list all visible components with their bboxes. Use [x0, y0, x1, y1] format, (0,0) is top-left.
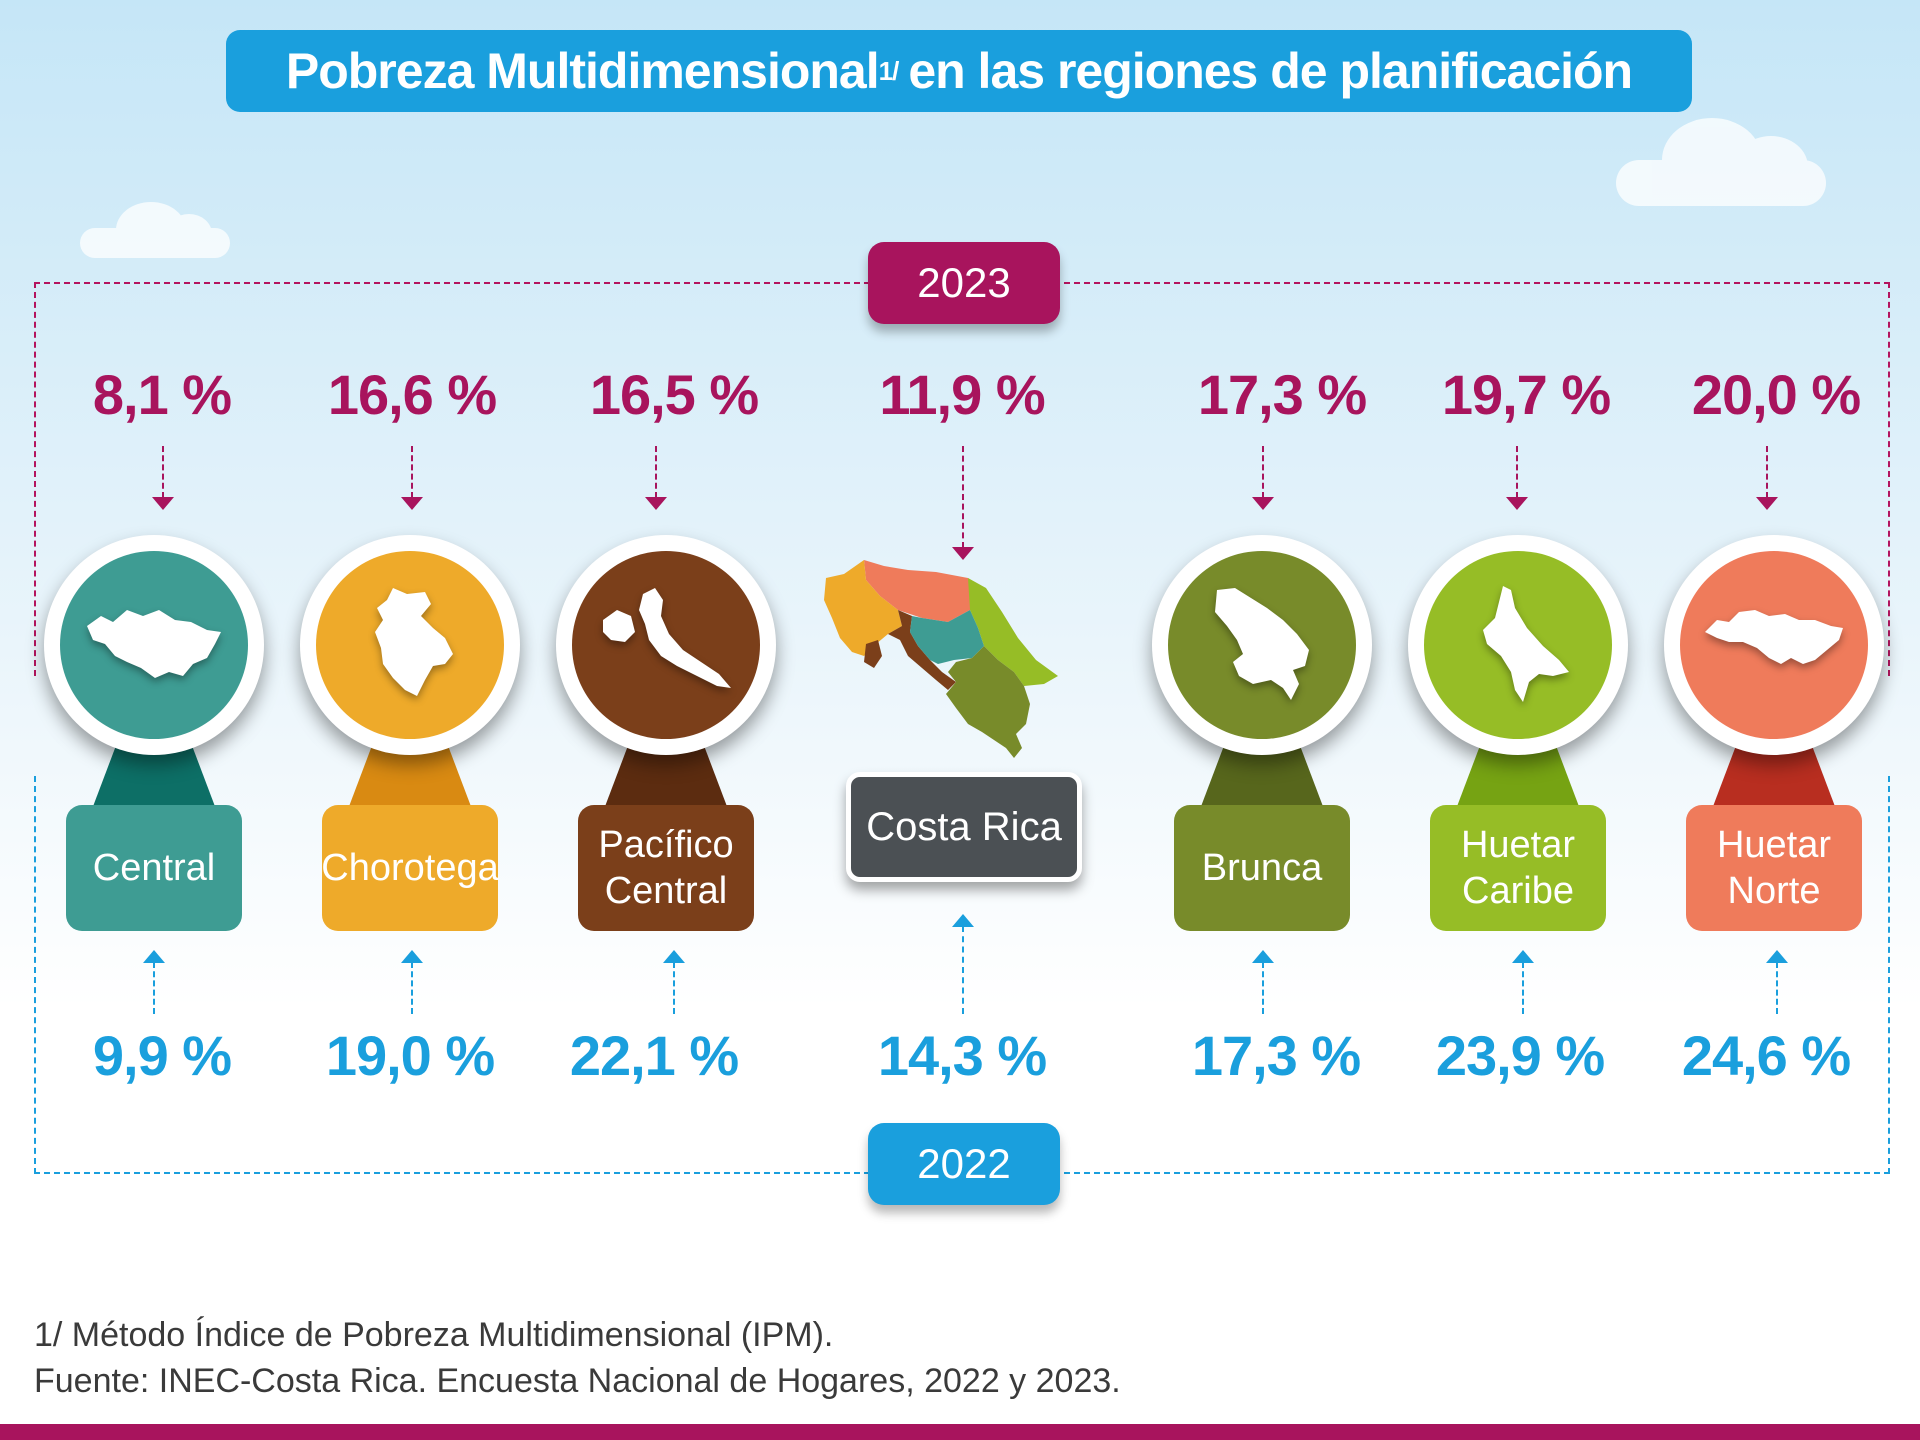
costa-rica-map-icon	[824, 560, 1058, 758]
region-huetar-norte: Huetar Norte	[1664, 535, 1884, 935]
region-circle	[1680, 551, 1868, 739]
region-label: Pacífico Central	[578, 805, 754, 931]
arrow-up-icon	[663, 950, 685, 1014]
region-huetar-caribe: Huetar Caribe	[1408, 535, 1628, 935]
region-badge	[1664, 535, 1884, 755]
arrow-down-icon	[1506, 446, 1528, 510]
arrow-down-icon	[1756, 446, 1778, 510]
huetar-caribe-region-map-icon	[1483, 586, 1569, 702]
arrow-down-icon	[645, 446, 667, 510]
region-label-line2: Norte	[1727, 870, 1821, 912]
region-badge	[1408, 535, 1628, 755]
central-region-map-icon	[87, 610, 221, 678]
page-title: Pobreza Multidimensional 1/en las regione…	[226, 30, 1692, 112]
arrow-down-icon	[152, 446, 174, 510]
region-label-text: Pacífico Central	[598, 822, 733, 914]
cloud-decoration	[80, 202, 230, 258]
value-2023-costa-rica: 11,9 %	[879, 363, 1045, 426]
region-label-text: Huetar Caribe	[1461, 822, 1575, 914]
region-circle	[572, 551, 760, 739]
title-rest: en las regiones de planificación	[908, 43, 1633, 99]
arrow-up-icon	[952, 914, 974, 1014]
region-label-text: Brunca	[1201, 847, 1323, 889]
region-chorotega: Chorotega	[300, 535, 520, 935]
costa-rica-label: Costa Rica	[846, 772, 1082, 882]
region-circle	[1168, 551, 1356, 739]
footnote-method: 1/ Método Índice de Pobreza Multidimensi…	[34, 1316, 834, 1354]
arrow-up-icon	[1766, 950, 1788, 1014]
region-label: Central	[66, 805, 242, 931]
value-2023-brunca: 17,3 %	[1197, 363, 1367, 426]
value-2022-brunca: 17,3 %	[1191, 1024, 1361, 1087]
arrow-up-icon	[1252, 950, 1274, 1014]
value-2023-central: 8,1 %	[92, 363, 232, 426]
region-brunca: Brunca	[1152, 535, 1372, 935]
chorotega-region-map-icon	[375, 588, 453, 696]
arrow-up-icon	[143, 950, 165, 1014]
region-pacifico-central: Pacífico Central	[556, 535, 776, 935]
region-circle	[316, 551, 504, 739]
region-label-line2: Caribe	[1462, 870, 1574, 912]
value-2022-pacifico-central: 22,1 %	[569, 1024, 739, 1087]
value-2022-huetar-norte: 24,6 %	[1681, 1024, 1851, 1087]
region-badge	[556, 535, 776, 755]
value-2022-central: 9,9 %	[92, 1024, 232, 1087]
region-label: Chorotega	[321, 805, 499, 931]
value-2023-pacifico-central: 16,5 %	[589, 363, 759, 426]
region-circle	[60, 551, 248, 739]
value-2023-huetar-norte: 20,0 %	[1691, 363, 1861, 426]
title-main: Pobreza Multidimensional	[285, 43, 880, 99]
region-label-line1: Huetar	[1460, 824, 1576, 866]
value-2023-chorotega: 16,6 %	[327, 363, 497, 426]
region-label-line1: Huetar	[1716, 824, 1832, 866]
region-label: Brunca	[1174, 805, 1350, 931]
region-label-line1: Pacífico	[598, 824, 734, 866]
footnote-source: Fuente: INEC-Costa Rica. Encuesta Nacion…	[34, 1362, 1121, 1400]
region-label: Huetar Caribe	[1430, 805, 1606, 931]
year-badge-2022: 2022	[868, 1123, 1060, 1205]
region-label-line2: Central	[604, 870, 728, 912]
arrow-down-icon	[401, 446, 423, 510]
region-label-text: Central	[92, 847, 216, 889]
region-circle	[1424, 551, 1612, 739]
value-2022-chorotega: 19,0 %	[325, 1024, 495, 1087]
costa-rica-map	[818, 548, 1088, 798]
arrow-up-icon	[401, 950, 423, 1014]
title-footnote-mark: 1/	[878, 55, 900, 86]
pacifico-central-region-map-icon	[603, 588, 731, 688]
region-badge	[1152, 535, 1372, 755]
cloud-decoration	[1616, 118, 1826, 206]
brunca-region-map-icon	[1215, 588, 1309, 700]
region-central: Central	[44, 535, 264, 935]
value-2022-huetar-caribe: 23,9 %	[1435, 1024, 1605, 1087]
arrow-down-icon	[1252, 446, 1274, 510]
region-label-text: Chorotega	[321, 847, 499, 889]
arrow-down-icon	[952, 446, 974, 560]
value-2022-costa-rica: 14,3 %	[877, 1024, 1047, 1087]
region-label: Huetar Norte	[1686, 805, 1862, 931]
year-badge-2023: 2023	[868, 242, 1060, 324]
value-2023-huetar-caribe: 19,7 %	[1441, 363, 1611, 426]
huetar-norte-region-map-icon	[1705, 610, 1843, 664]
arrow-up-icon	[1512, 950, 1534, 1014]
region-badge	[44, 535, 264, 755]
footnotes: 1/ Método Índice de Pobreza Multidimensi…	[34, 1312, 1121, 1404]
region-badge	[300, 535, 520, 755]
bottom-bar	[0, 1424, 1920, 1440]
region-label-text: Huetar Norte	[1717, 822, 1831, 914]
